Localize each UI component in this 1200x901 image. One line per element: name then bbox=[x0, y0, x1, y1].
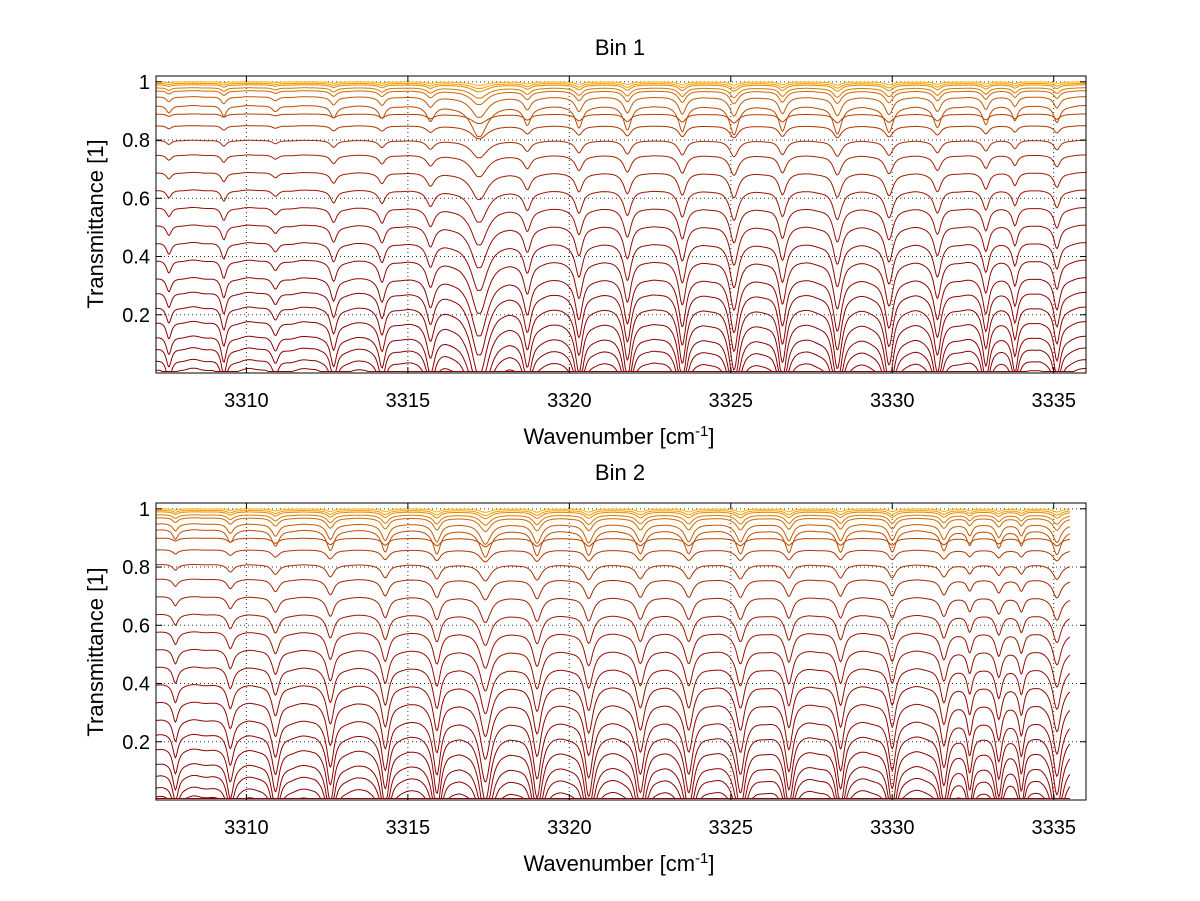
series-line bbox=[155, 719, 1071, 783]
series-line bbox=[156, 90, 1086, 105]
x-axis-label-prefix: Wavenumber [cm bbox=[523, 851, 695, 876]
series-line bbox=[155, 224, 1087, 269]
y-axis-label: Transmittance [1] bbox=[83, 139, 108, 308]
plot-title: Bin 2 bbox=[595, 460, 645, 485]
y-axis-label: Transmittance [1] bbox=[83, 567, 108, 736]
series-line bbox=[155, 511, 1070, 520]
series-line bbox=[155, 105, 1086, 138]
series-line bbox=[155, 306, 1087, 372]
axes-box bbox=[155, 75, 1087, 374]
series-line bbox=[156, 537, 1070, 548]
x-tick-label: 3335 bbox=[1031, 817, 1076, 839]
x-tick-label: 3325 bbox=[709, 817, 754, 839]
x-axis-label: Wavenumber [cm-1] bbox=[523, 423, 714, 449]
series-line bbox=[156, 84, 1086, 93]
x-tick-label: 3310 bbox=[224, 390, 269, 412]
series-line bbox=[155, 358, 1086, 372]
series-line bbox=[155, 259, 1087, 314]
series-line bbox=[155, 631, 1071, 669]
x-tick-label: 3320 bbox=[547, 817, 592, 839]
series-line bbox=[156, 514, 1070, 526]
y-tick-label: 0.2 bbox=[122, 732, 150, 754]
series-group bbox=[155, 81, 1087, 373]
x-axis-label-prefix: Wavenumber [cm bbox=[523, 424, 695, 449]
series-line bbox=[156, 82, 1086, 89]
series-line bbox=[156, 171, 1086, 200]
axes-box bbox=[155, 502, 1087, 801]
series-line bbox=[155, 774, 1071, 799]
x-axis-label-superscript: -1 bbox=[695, 850, 708, 867]
series-line bbox=[156, 508, 1070, 513]
series-line bbox=[156, 154, 1087, 178]
series-line bbox=[155, 733, 1071, 799]
series-line bbox=[155, 701, 1071, 760]
series-line bbox=[156, 564, 1071, 582]
y-tick-labels: 0.2 0.4 0.6 0.8 1 bbox=[122, 499, 1086, 754]
x-tick-label: 3335 bbox=[1031, 390, 1076, 412]
series-line bbox=[156, 335, 1086, 372]
subplot-bin-2: Bin 2 3310 3315 3320 3325 3330 3335 0.2 0.4 0.6… bbox=[83, 460, 1087, 876]
series-line bbox=[156, 125, 1086, 140]
series-line bbox=[156, 529, 1071, 558]
subplot-bin-1: Bin 1 3310 3315 3320 3325 3330 3335 0.2 0.4 0.6… bbox=[83, 35, 1087, 449]
x-tick-labels: 3310 3315 3320 3325 3330 3335 bbox=[224, 76, 1076, 412]
x-tick-label: 3315 bbox=[386, 390, 431, 412]
x-tick-label: 3325 bbox=[709, 390, 754, 412]
series-line bbox=[156, 517, 1071, 532]
series-line bbox=[155, 763, 1071, 800]
series-line bbox=[156, 320, 1087, 373]
series-line bbox=[156, 509, 1070, 516]
x-axis-label-suffix: ] bbox=[708, 851, 714, 876]
series-group bbox=[155, 508, 1071, 800]
series-line bbox=[155, 648, 1071, 692]
series-line bbox=[155, 81, 1086, 86]
series-line bbox=[155, 277, 1086, 337]
series-line bbox=[155, 684, 1071, 738]
plot-title: Bin 1 bbox=[595, 35, 645, 60]
x-tick-label: 3315 bbox=[386, 817, 431, 839]
series-line bbox=[155, 613, 1071, 646]
series-line bbox=[155, 666, 1071, 715]
series-line bbox=[155, 347, 1086, 372]
series-line bbox=[155, 291, 1086, 356]
series-line bbox=[156, 189, 1087, 223]
y-tick-labels: 0.2 0.4 0.6 0.8 1 bbox=[122, 72, 1086, 327]
x-axis-label-superscript: -1 bbox=[695, 423, 708, 440]
series-line bbox=[156, 96, 1086, 118]
x-tick-label: 3320 bbox=[547, 390, 592, 412]
series-line bbox=[155, 748, 1071, 799]
y-tick-label: 0.4 bbox=[122, 247, 150, 269]
series-line bbox=[156, 242, 1086, 291]
x-axis-label-suffix: ] bbox=[708, 424, 714, 449]
x-tick-label: 3330 bbox=[870, 817, 915, 839]
x-tick-labels: 3310 3315 3320 3325 3330 3335 bbox=[224, 503, 1076, 839]
series-line bbox=[156, 87, 1086, 99]
y-tick-label: 0.4 bbox=[122, 674, 150, 696]
series-line bbox=[155, 523, 1071, 545]
series-line bbox=[155, 578, 1071, 601]
y-tick-label: 0.6 bbox=[122, 615, 150, 637]
y-tick-label: 0.8 bbox=[122, 130, 150, 152]
y-tick-label: 0.8 bbox=[122, 557, 150, 579]
series-line bbox=[156, 139, 1086, 159]
y-tick-label: 0.6 bbox=[122, 188, 150, 210]
x-tick-label: 3310 bbox=[224, 817, 269, 839]
y-tick-label: 0.2 bbox=[122, 305, 150, 327]
y-tick-label: 1 bbox=[139, 499, 150, 521]
y-tick-label: 1 bbox=[139, 72, 150, 94]
series-line bbox=[156, 596, 1071, 624]
x-tick-label: 3330 bbox=[870, 390, 915, 412]
series-line bbox=[155, 786, 1070, 799]
series-line bbox=[156, 206, 1086, 246]
series-line bbox=[155, 795, 1070, 799]
x-axis-label: Wavenumber [cm-1] bbox=[523, 850, 714, 876]
series-line bbox=[156, 113, 1086, 124]
series-line bbox=[156, 549, 1070, 563]
